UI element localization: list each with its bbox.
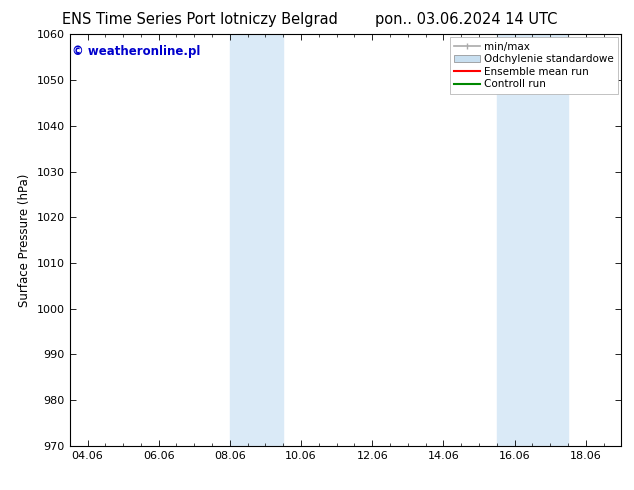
Text: pon.. 03.06.2024 14 UTC: pon.. 03.06.2024 14 UTC [375, 12, 557, 27]
Bar [230, 34, 283, 446]
Y-axis label: Surface Pressure (hPa): Surface Pressure (hPa) [18, 173, 31, 307]
Text: © weatheronline.pl: © weatheronline.pl [72, 45, 201, 58]
Bar [497, 34, 568, 446]
Text: ENS Time Series Port lotniczy Belgrad: ENS Time Series Port lotniczy Belgrad [61, 12, 338, 27]
Legend: min/max, Odchylenie standardowe, Ensemble mean run, Controll run: min/max, Odchylenie standardowe, Ensembl… [450, 37, 618, 94]
